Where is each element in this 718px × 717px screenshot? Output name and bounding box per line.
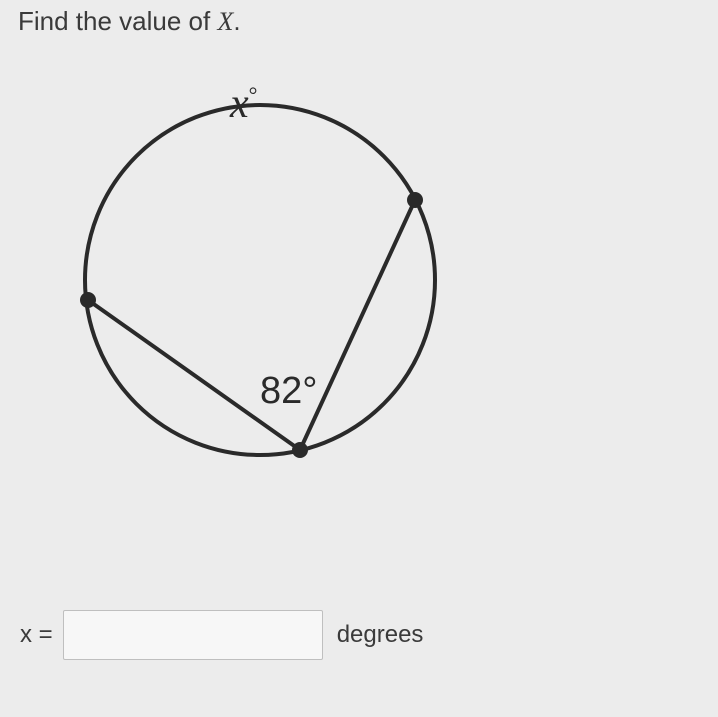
point-a-dot bbox=[80, 292, 96, 308]
prompt-variable: X bbox=[217, 7, 233, 36]
inscribed-angle-label: 82° bbox=[260, 370, 317, 413]
arc-x-deg: ° bbox=[249, 82, 258, 107]
answer-input[interactable] bbox=[63, 610, 323, 660]
answer-lhs: x = bbox=[20, 621, 53, 649]
prompt-prefix: Find the value of bbox=[18, 6, 217, 36]
prompt-suffix: . bbox=[233, 6, 240, 36]
answer-row: x = degrees bbox=[20, 610, 423, 660]
question-prompt: Find the value of X. bbox=[18, 6, 241, 37]
vertex-dot bbox=[292, 442, 308, 458]
geometry-diagram bbox=[40, 70, 480, 500]
point-b-dot bbox=[407, 192, 423, 208]
arc-x-var: x bbox=[230, 81, 249, 127]
arc-x-label: x° bbox=[230, 80, 257, 128]
answer-unit: degrees bbox=[337, 621, 424, 649]
